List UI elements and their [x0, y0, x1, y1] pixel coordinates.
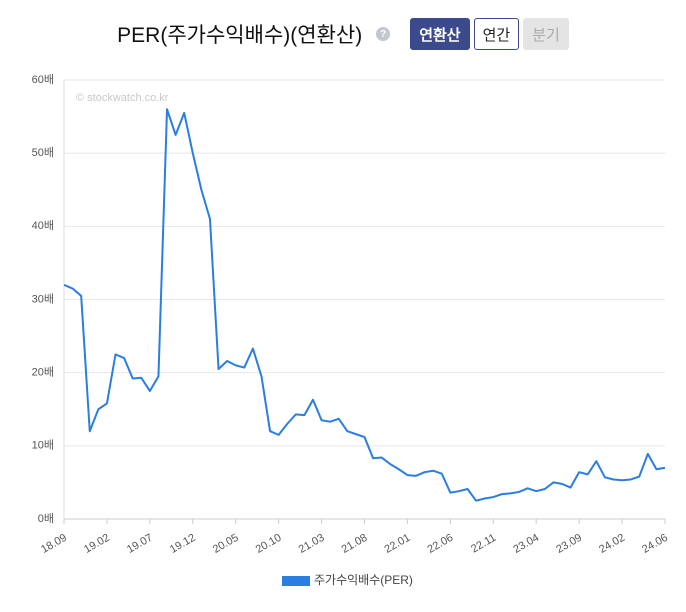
legend-swatch	[282, 576, 310, 586]
x-tick-label: 19.02	[82, 532, 112, 556]
toggle-button[interactable]: 연간	[473, 18, 520, 50]
x-tick-label: 19.07	[125, 532, 155, 556]
y-tick-label: 40배	[32, 219, 54, 232]
x-tick-label: 19.12	[168, 532, 198, 556]
chart-title: PER(주가수익배수)(연환산)	[117, 24, 363, 47]
x-tick-label: 22.11	[469, 532, 498, 556]
y-tick-label: 30배	[32, 292, 54, 305]
toggle-button: 분기	[523, 18, 569, 50]
legend-label: 주가수익배수(PER)	[314, 573, 413, 587]
x-tick-label: 21.03	[297, 532, 327, 556]
x-tick-label: 23.09	[554, 532, 584, 556]
x-tick-label: 20.10	[254, 532, 284, 556]
line-series	[63, 108, 666, 502]
y-tick-label: 20배	[32, 366, 54, 379]
header: PER(주가수익배수)(연환산) ? 연환산 연간 분기	[0, 16, 686, 52]
x-tick-label: 22.06	[425, 532, 455, 556]
toggle-button[interactable]: 연환산	[410, 18, 470, 50]
x-tick-label: 23.04	[511, 532, 541, 556]
x-tick-label: 24.02	[597, 532, 627, 556]
watermark: © stockwatch.co.kr	[76, 92, 169, 104]
x-tick-label: 22.01	[383, 532, 413, 556]
button-group: 연환산 연간 분기	[410, 18, 569, 50]
y-tick-label: 0배	[38, 512, 54, 525]
y-tick-label: 60배	[32, 73, 54, 86]
x-tick-label: 21.08	[340, 532, 370, 556]
help-icon[interactable]: ?	[376, 27, 391, 41]
y-tick-label: 10배	[32, 439, 54, 452]
x-tick-label: 20.05	[211, 532, 241, 556]
y-tick-label: 50배	[32, 146, 54, 159]
x-tick-label: 24.06	[640, 532, 670, 556]
x-tick-label: 18.09	[39, 532, 69, 556]
